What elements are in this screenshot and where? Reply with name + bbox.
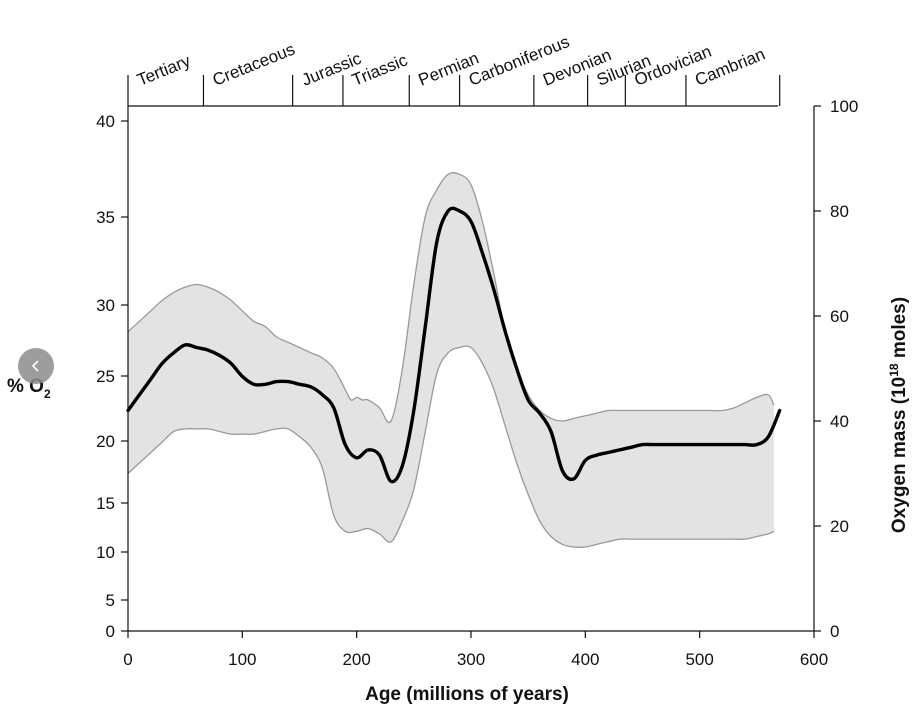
x-tick-label: 400 — [571, 650, 599, 669]
left-tick-label: 0 — [106, 622, 115, 641]
left-axis-title-subscript: 2 — [44, 387, 51, 401]
right-axis-title-end: moles) — [889, 297, 910, 364]
left-tick-label: 40 — [96, 112, 115, 131]
period-label: Tertiary — [134, 51, 193, 90]
upper-bound-line — [127, 171, 775, 424]
right-axis-title-superscript: 18 — [887, 363, 901, 377]
uncertainty-band — [128, 172, 774, 548]
left-tick-label: 15 — [96, 494, 115, 513]
left-tick-label: 25 — [96, 367, 115, 386]
uncertainty-band-layer — [127, 171, 775, 548]
x-tick-label: 100 — [228, 650, 256, 669]
left-tick-label: 35 — [96, 208, 115, 227]
series-line-layer — [126, 206, 782, 484]
x-axis-title: Age (millions of years) — [365, 684, 569, 705]
period-label: Cretaceous — [210, 40, 298, 90]
x-axis-ticks: 0 100 200 300 400 500 600 — [123, 631, 828, 669]
left-tick-label: 10 — [96, 543, 115, 562]
right-axis-title: Oxygen mass (1018 moles) — [887, 297, 910, 533]
oxygen-estimate-line — [126, 206, 782, 484]
x-tick-label: 0 — [123, 650, 132, 669]
right-tick-label: 0 — [830, 622, 839, 641]
x-tick-label: 500 — [685, 650, 713, 669]
right-tick-label: 80 — [830, 202, 849, 221]
left-axis-ticks: 0 5 10 15 20 25 30 35 40 — [96, 112, 128, 641]
right-axis-title-start: Oxygen mass (10 — [889, 377, 910, 533]
right-tick-label: 100 — [830, 97, 858, 116]
previous-button[interactable] — [18, 348, 54, 384]
right-axis-ticks: 0 20 40 60 80 100 — [814, 97, 858, 641]
x-tick-label: 300 — [457, 650, 485, 669]
chevron-left-icon — [31, 360, 39, 372]
left-tick-label: 20 — [96, 432, 115, 451]
right-tick-label: 40 — [830, 412, 849, 431]
left-tick-label: 30 — [96, 296, 115, 315]
lower-bound-line — [127, 345, 775, 548]
x-tick-label: 600 — [800, 650, 828, 669]
right-tick-label: 60 — [830, 307, 849, 326]
x-tick-label: 200 — [342, 650, 370, 669]
left-tick-label: 5 — [106, 591, 115, 610]
right-tick-label: 20 — [830, 517, 849, 536]
